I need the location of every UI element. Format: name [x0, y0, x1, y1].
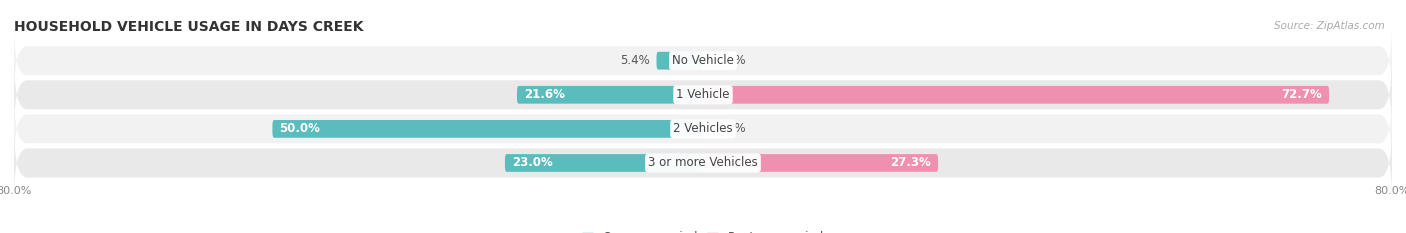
FancyBboxPatch shape	[14, 58, 1392, 131]
FancyBboxPatch shape	[273, 120, 703, 138]
Text: 0.0%: 0.0%	[716, 122, 745, 135]
Legend: Owner-occupied, Renter-occupied: Owner-occupied, Renter-occupied	[578, 226, 828, 233]
Text: HOUSEHOLD VEHICLE USAGE IN DAYS CREEK: HOUSEHOLD VEHICLE USAGE IN DAYS CREEK	[14, 20, 364, 34]
FancyBboxPatch shape	[14, 126, 1392, 200]
Text: 3 or more Vehicles: 3 or more Vehicles	[648, 157, 758, 169]
Text: 1 Vehicle: 1 Vehicle	[676, 88, 730, 101]
FancyBboxPatch shape	[703, 86, 1329, 104]
Text: 50.0%: 50.0%	[280, 122, 321, 135]
FancyBboxPatch shape	[14, 24, 1392, 97]
Text: Source: ZipAtlas.com: Source: ZipAtlas.com	[1274, 21, 1385, 31]
Text: 2 Vehicles: 2 Vehicles	[673, 122, 733, 135]
Text: 72.7%: 72.7%	[1281, 88, 1322, 101]
Text: 0.0%: 0.0%	[716, 54, 745, 67]
Text: 21.6%: 21.6%	[524, 88, 565, 101]
Text: No Vehicle: No Vehicle	[672, 54, 734, 67]
FancyBboxPatch shape	[703, 154, 938, 172]
FancyBboxPatch shape	[14, 92, 1392, 165]
Text: 27.3%: 27.3%	[890, 157, 931, 169]
Text: 23.0%: 23.0%	[512, 157, 553, 169]
Text: 5.4%: 5.4%	[620, 54, 650, 67]
FancyBboxPatch shape	[657, 52, 703, 70]
FancyBboxPatch shape	[517, 86, 703, 104]
FancyBboxPatch shape	[505, 154, 703, 172]
